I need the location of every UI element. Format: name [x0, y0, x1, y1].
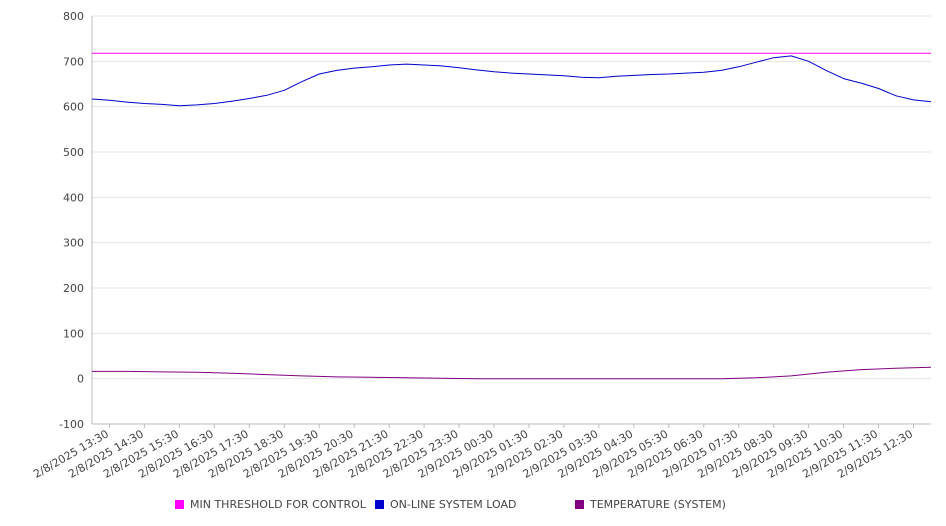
legend-item-min-threshold: MIN THRESHOLD FOR CONTROL	[175, 498, 366, 511]
legend-label-temperature-system: TEMPERATURE (SYSTEM)	[590, 498, 726, 511]
series-line-temperature-system	[92, 366, 932, 380]
legend-item-temperature-system: TEMPERATURE (SYSTEM)	[575, 498, 726, 511]
legend-swatch-temperature-system	[575, 500, 584, 509]
y-tick-label: 600	[63, 101, 84, 114]
axes	[91, 16, 931, 425]
y-tick-label: -100	[59, 418, 84, 431]
legend: MIN THRESHOLD FOR CONTROL ON-LINE SYSTEM…	[0, 498, 946, 514]
y-tick-label: 0	[77, 373, 84, 386]
legend-swatch-online-system-load	[375, 500, 384, 509]
y-tick-label: 300	[63, 237, 84, 250]
legend-swatch-min-threshold	[175, 500, 184, 509]
y-tick-label: 500	[63, 146, 84, 159]
x-axis-ticks: 2/8/2025 13:302/8/2025 14:302/8/2025 15:…	[31, 424, 915, 481]
y-tick-label: 400	[63, 191, 84, 204]
grid-lines	[92, 15, 931, 425]
y-tick-label: 200	[63, 282, 84, 295]
y-tick-label: 700	[63, 55, 84, 68]
series-line-online-system-load	[91, 55, 932, 107]
legend-label-online-system-load: ON-LINE SYSTEM LOAD	[390, 498, 517, 511]
legend-label-min-threshold: MIN THRESHOLD FOR CONTROL	[190, 498, 366, 511]
y-tick-label: 100	[63, 327, 84, 340]
series-lines	[91, 52, 932, 380]
legend-item-online-system-load: ON-LINE SYSTEM LOAD	[375, 498, 516, 511]
y-axis-ticks: 800 700 600 500 400 300 200 100 0 -100	[59, 10, 84, 431]
y-tick-label: 800	[63, 10, 84, 23]
